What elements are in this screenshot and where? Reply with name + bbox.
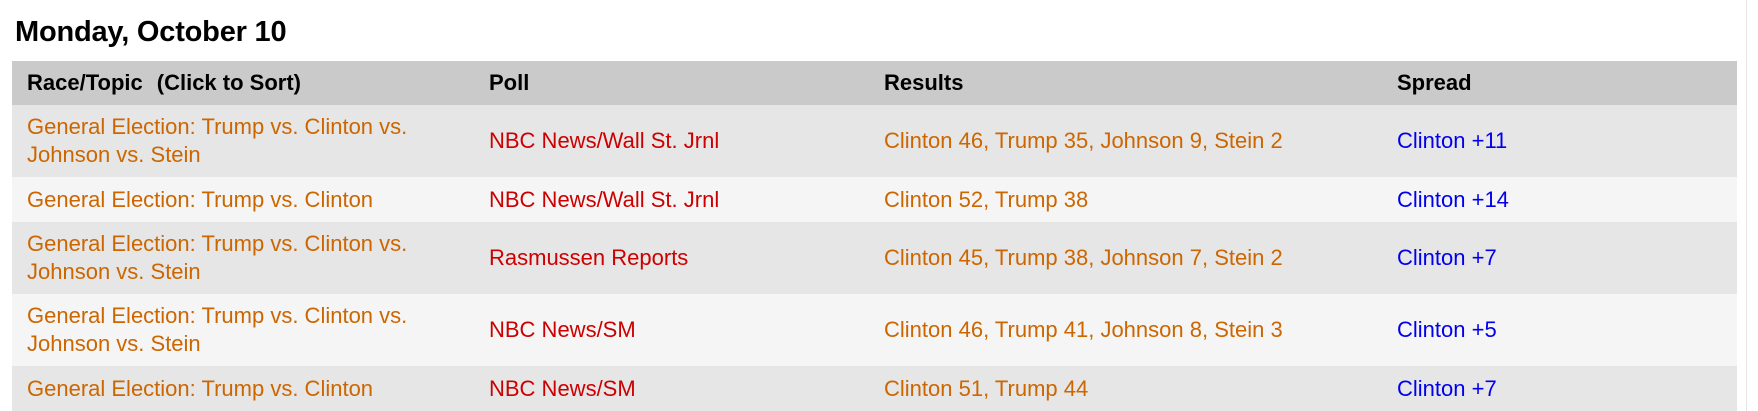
race-cell: General Election: Trump vs. Clinton vs. … [12,105,474,177]
polls-table: Race/Topic (Click to Sort) Poll Results S… [12,61,1737,411]
poll-link[interactable]: NBC News/SM [489,375,636,401]
results-text: Clinton 51, Trump 44 [884,375,1089,401]
poll-link[interactable]: NBC News/SM [489,317,636,342]
results-cell: Clinton 51, Trump 44 [869,366,1382,411]
poll-cell: NBC News/Wall St. Jrnl [474,105,869,177]
spread-cell: Clinton +5 [1382,294,1737,366]
race-link[interactable]: General Election: Trump vs. Clinton [27,375,374,401]
table-row: General Election: Trump vs. Clinton vs. … [12,105,1737,177]
table-header-row: Race/Topic (Click to Sort) Poll Results S… [12,61,1737,105]
spread-text: Clinton +7 [1397,245,1497,270]
race-link[interactable]: General Election: Trump vs. Clinton vs. … [27,114,408,167]
spread-cell: Clinton +14 [1382,177,1737,222]
spread-text: Clinton +11 [1397,128,1508,153]
results-cell: Clinton 46, Trump 35, Johnson 9, Stein 2 [869,105,1382,177]
spread-cell: Clinton +11 [1382,105,1737,177]
race-topic-column-header[interactable]: Race/Topic (Click to Sort) [12,61,474,105]
race-cell: General Election: Trump vs. Clinton [12,177,474,222]
spread-cell: Clinton +7 [1382,366,1737,411]
spread-cell: Clinton +7 [1382,222,1737,294]
race-cell: General Election: Trump vs. Clinton vs. … [12,294,474,366]
table-row: General Election: Trump vs. Clinton vs. … [12,294,1737,366]
results-text: Clinton 46, Trump 35, Johnson 9, Stein 2 [884,128,1283,153]
poll-link[interactable]: NBC News/Wall St. Jrnl [489,186,720,212]
poll-cell: Rasmussen Reports [474,222,869,294]
poll-cell: NBC News/Wall St. Jrnl [474,177,869,222]
race-cell: General Election: Trump vs. Clinton [12,366,474,411]
results-cell: Clinton 46, Trump 41, Johnson 8, Stein 3 [869,294,1382,366]
poll-column-header[interactable]: Poll [489,70,530,95]
results-text: Clinton 46, Trump 41, Johnson 8, Stein 3 [884,317,1283,342]
race-link[interactable]: General Election: Trump vs. Clinton vs. … [27,303,408,356]
page-edge-divider [1746,0,1747,411]
results-column-header[interactable]: Results [884,70,964,95]
race-link[interactable]: General Election: Trump vs. Clinton [27,186,374,212]
spread-text: Clinton +5 [1397,317,1497,342]
spread-text: Clinton +7 [1397,375,1497,401]
spread-text: Clinton +14 [1397,186,1509,212]
poll-link[interactable]: Rasmussen Reports [489,245,689,270]
results-text: Clinton 45, Trump 38, Johnson 7, Stein 2 [884,245,1283,270]
table-row: General Election: Trump vs. Clinton NBC … [12,366,1737,411]
race-topic-header-label[interactable]: Race/Topic [27,70,143,95]
poll-link[interactable]: NBC News/Wall St. Jrnl [489,128,720,153]
date-heading: Monday, October 10 [15,16,287,48]
table-row: General Election: Trump vs. Clinton NBC … [12,177,1737,222]
race-link[interactable]: General Election: Trump vs. Clinton vs. … [27,231,408,284]
sort-hint[interactable]: (Click to Sort) [156,70,301,95]
results-cell: Clinton 45, Trump 38, Johnson 7, Stein 2 [869,222,1382,294]
poll-cell: NBC News/SM [474,294,869,366]
poll-cell: NBC News/SM [474,366,869,411]
results-cell: Clinton 52, Trump 38 [869,177,1382,222]
race-cell: General Election: Trump vs. Clinton vs. … [12,222,474,294]
spread-column-header[interactable]: Spread [1397,70,1472,95]
results-text: Clinton 52, Trump 38 [884,186,1089,212]
table-row: General Election: Trump vs. Clinton vs. … [12,222,1737,294]
